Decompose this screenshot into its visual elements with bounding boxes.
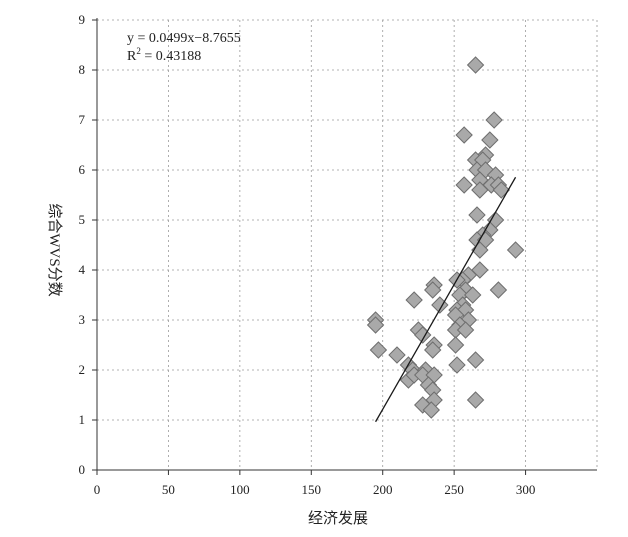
x-tick-label: 200 <box>373 482 393 497</box>
data-point <box>388 346 406 364</box>
x-tick-label: 50 <box>162 482 175 497</box>
data-point <box>366 316 385 334</box>
data-point <box>424 281 442 299</box>
data-point <box>369 341 388 359</box>
data-point <box>414 326 432 344</box>
data-point <box>448 356 466 374</box>
data-point <box>431 296 449 314</box>
data-point <box>471 261 489 279</box>
data-point <box>455 176 473 194</box>
y-tick-label: 0 <box>79 462 86 477</box>
y-tick-label: 5 <box>79 212 86 227</box>
regression-equation: y = 0.0499x−8.7655 <box>127 31 241 46</box>
x-tick-label: 250 <box>444 482 464 497</box>
x-tick-label: 100 <box>230 482 250 497</box>
data-point <box>464 286 482 304</box>
data-point <box>481 131 499 149</box>
data-point <box>471 241 489 259</box>
data-point <box>485 111 503 129</box>
y-tick-label: 6 <box>79 162 86 177</box>
r-squared-value: = 0.43188 <box>141 49 201 64</box>
data-point <box>471 181 489 199</box>
r-squared-label: R2 = 0.43188 <box>127 46 201 64</box>
data-point <box>456 321 475 339</box>
r-squared-symbol: R <box>127 49 137 64</box>
data-point <box>455 126 473 144</box>
y-tick-label: 2 <box>79 362 86 377</box>
data-point <box>489 281 508 299</box>
data-point <box>466 351 485 369</box>
y-tick-label: 9 <box>79 12 86 27</box>
grid-layer <box>97 19 598 470</box>
axes: 0 1 2 3 4 5 6 7 8 9 0 50 100 150 200 250 300 <box>79 12 597 497</box>
data-point <box>492 181 510 199</box>
y-tick-label: 7 <box>79 112 86 127</box>
data-point <box>468 206 486 224</box>
data-point <box>446 336 465 354</box>
x-tick-label: 0 <box>94 482 101 497</box>
y-tick-label: 1 <box>79 412 86 427</box>
trendline-layer <box>375 176 517 423</box>
x-tick-label: 150 <box>302 482 322 497</box>
data-point <box>422 401 440 419</box>
x-tick-label: 300 <box>516 482 536 497</box>
data-point <box>466 391 485 409</box>
data-point <box>506 241 525 259</box>
data-point <box>405 291 423 309</box>
y-tick-label: 4 <box>79 262 86 277</box>
y-tick-label: 8 <box>79 62 86 77</box>
trendline <box>375 176 517 423</box>
y-tick-label: 3 <box>79 312 86 327</box>
r-squared-superscript: 2 <box>136 46 141 56</box>
x-axis-title: 经济发展 <box>308 510 368 527</box>
data-point <box>424 341 442 359</box>
y-axis-title: 综合WVS分数 <box>46 203 63 296</box>
data-points <box>366 56 525 419</box>
data-point <box>466 56 485 74</box>
